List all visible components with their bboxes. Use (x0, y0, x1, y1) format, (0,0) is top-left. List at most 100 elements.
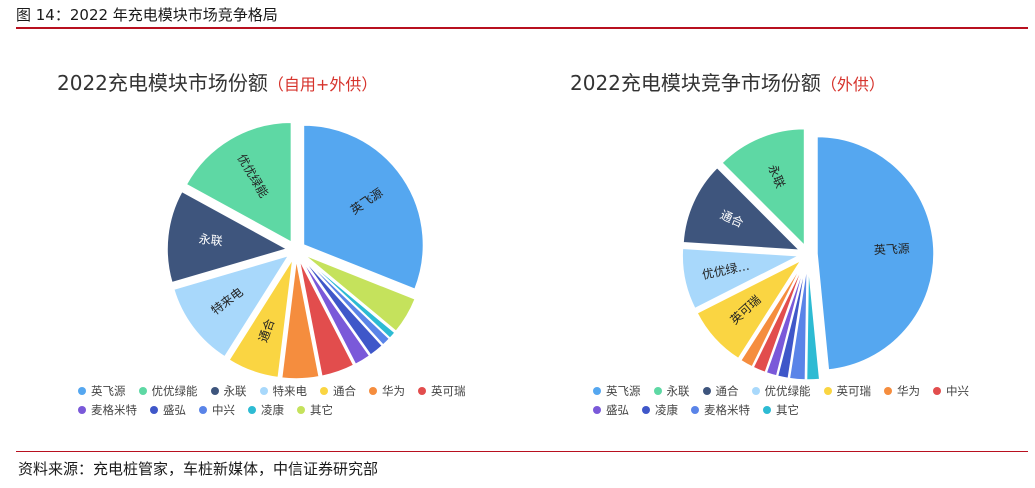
legend-item: 永联 (210, 383, 247, 398)
pie-slice (765, 262, 807, 377)
legend-label: 其它 (776, 402, 799, 417)
legend-item: 永联 (653, 383, 690, 398)
pie-slice (301, 256, 384, 357)
legend-swatch (297, 405, 305, 414)
pie-slice (299, 257, 371, 366)
pie-slice (172, 254, 291, 358)
pie-slice (166, 190, 289, 284)
legend-item: 麦格米特 (78, 402, 137, 417)
legend-item: 盛弘 (593, 402, 629, 417)
legend-swatch (259, 386, 268, 395)
legend-swatch (78, 405, 86, 414)
legend-item: 英可瑞 (418, 383, 466, 398)
pie-slice (816, 135, 935, 371)
slice-label: 英飞源 (873, 242, 910, 258)
legend-label: 英可瑞 (431, 383, 466, 398)
legend-swatch (150, 405, 158, 414)
pie-slice (280, 258, 321, 380)
legend-swatch (138, 386, 147, 395)
legend-label: 凌康 (655, 402, 678, 417)
legend-swatch (78, 386, 86, 395)
legend-swatch (210, 386, 219, 395)
pie-slice (805, 262, 821, 381)
legend-item: 麦格米特 (691, 402, 750, 417)
pie-slice (695, 258, 804, 360)
pie-slice (298, 258, 355, 378)
legend-swatch (823, 386, 832, 395)
legend-swatch (691, 405, 699, 414)
pie-slice (776, 262, 807, 380)
legend-label: 优优绿能 (151, 383, 198, 398)
chart-title: 2022充电模块竞争市场份额（外供） (570, 71, 885, 95)
legend-swatch (248, 405, 256, 414)
legend-right: 英飞源 永联 通合 优优绿能 英可瑞 华为 中兴盛弘 凌康 麦格米特 其它 (593, 383, 1029, 417)
legend-label: 凌康 (261, 402, 284, 417)
chart-title: 2022充电模块市场份额（自用+外供） (57, 71, 377, 95)
legend-label: 麦格米特 (704, 402, 750, 417)
pie-slice (788, 262, 808, 381)
legend-swatch (751, 386, 760, 395)
legend-label: 通合 (333, 383, 356, 398)
pie-slice (752, 261, 806, 374)
source-note: 资料来源：充电桩管家，车桩新媒体，中信证券研究部 (18, 460, 379, 478)
legend-swatch (702, 386, 711, 395)
top-divider (16, 27, 1028, 29)
pie-slice (681, 247, 802, 310)
legend-label: 中兴 (946, 383, 969, 398)
legend-item: 优优绿能 (138, 383, 198, 398)
legend-swatch (199, 405, 207, 414)
legend-item: 中兴 (933, 383, 969, 398)
legend-swatch (884, 386, 892, 395)
legend-item: 通合 (702, 383, 739, 398)
legend-item: 英飞源 (593, 383, 641, 398)
figure-title: 图 14：2022 年充电模块市场竞争格局 (16, 6, 278, 24)
legend-label: 麦格米特 (91, 402, 137, 417)
legend-item: 凌康 (642, 402, 678, 417)
legend-label: 优优绿能 (764, 383, 811, 398)
legend-item: 英飞源 (78, 383, 126, 398)
legend-label: 永联 (666, 383, 690, 398)
legend-item: 特来电 (259, 383, 308, 398)
legend-item: 优优绿能 (751, 383, 811, 398)
legend-label: 特来电 (272, 383, 308, 398)
legend-item: 其它 (297, 402, 333, 417)
pie-slice (303, 253, 417, 333)
legend-label: 永联 (223, 383, 247, 398)
legend-swatch (320, 386, 328, 395)
legend-label: 英飞源 (91, 383, 126, 398)
legend-label: 盛弘 (163, 402, 186, 417)
legend-item: 华为 (369, 383, 405, 398)
legend-swatch (418, 386, 426, 395)
legend-item: 中兴 (199, 402, 235, 417)
legend-swatch (933, 386, 941, 395)
legend-item: 华为 (884, 383, 920, 398)
pie-slice (302, 124, 425, 291)
legend-swatch (763, 405, 771, 414)
legend-label: 英飞源 (606, 383, 641, 398)
pie-slice (720, 127, 806, 248)
legend-label: 英可瑞 (836, 383, 872, 398)
legend-item: 凌康 (248, 402, 284, 417)
legend-label: 华为 (897, 383, 920, 398)
slice-label: 永联 (198, 232, 223, 249)
legend-left: 英飞源 优优绿能 永联 特来电 通合 华为 英可瑞麦格米特 盛弘 中兴 凌康 其它 (78, 383, 498, 417)
legend-label: 盛弘 (606, 402, 629, 417)
pie-slice (227, 258, 294, 379)
legend-item: 通合 (320, 383, 356, 398)
pie-slice (682, 166, 802, 252)
legend-label: 通合 (715, 383, 739, 398)
legend-label: 其它 (310, 402, 333, 417)
legend-item: 英可瑞 (823, 383, 872, 398)
legend-item: 盛弘 (150, 402, 186, 417)
legend-swatch (593, 405, 601, 414)
legend-label: 中兴 (212, 402, 235, 417)
legend-label: 华为 (382, 383, 405, 398)
legend-swatch (593, 386, 601, 395)
legend-item: 其它 (763, 402, 799, 417)
bottom-divider (16, 451, 1028, 452)
pie-slice (185, 121, 293, 244)
legend-swatch (642, 405, 650, 414)
